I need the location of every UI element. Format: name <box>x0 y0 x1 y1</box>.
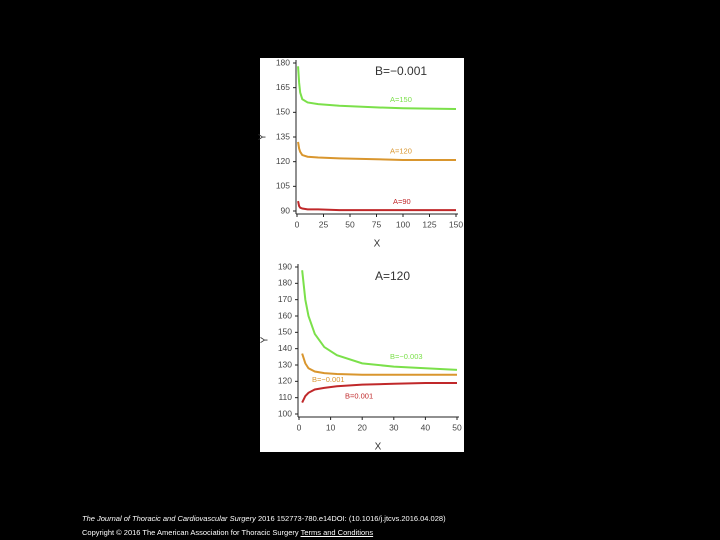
citation: 2016 152773-780.e14DOI: (10.1016/j.jtcvs… <box>257 514 446 523</box>
citation-line: The Journal of Thoracic and Cardiovascul… <box>82 514 446 523</box>
y-tick-label: 110 <box>278 392 292 402</box>
y-tick-label: 120 <box>278 376 292 386</box>
x-tick-label: 25 <box>319 219 329 229</box>
series-label: A=150 <box>390 95 412 104</box>
chart-title: B=−0.001 <box>375 64 427 78</box>
series-label: B=−0.001 <box>312 375 345 384</box>
y-tick-label: 160 <box>278 310 292 320</box>
series-label: B=0.001 <box>345 392 373 401</box>
y-tick-label: 105 <box>276 181 290 191</box>
x-tick-label: 50 <box>345 219 355 229</box>
chart-title: A=120 <box>375 269 410 283</box>
y-tick-label: 135 <box>276 131 290 141</box>
line-series <box>297 66 457 111</box>
line-series <box>297 200 456 212</box>
x-tick-label: 40 <box>421 422 431 432</box>
figure-panel <box>260 58 464 452</box>
y-tick-label: 170 <box>278 294 292 304</box>
y-tick-label: 150 <box>278 327 292 337</box>
line-series <box>301 270 458 371</box>
x-tick-label: 0 <box>297 422 302 432</box>
y-tick-label: 180 <box>276 57 290 67</box>
x-tick-label: 0 <box>295 219 300 229</box>
x-tick-label: 10 <box>326 422 336 432</box>
line-series <box>301 381 457 404</box>
x-tick-label: 125 <box>422 219 436 229</box>
x-tick-label: 20 <box>357 422 367 432</box>
terms-link[interactable]: Terms and Conditions <box>300 528 374 537</box>
journal: The Journal of Thoracic and Cardiovascul… <box>82 514 256 523</box>
y-tick-label: 130 <box>278 359 292 369</box>
y-tick-label: 190 <box>278 261 292 271</box>
x-tick-label: 100 <box>396 219 410 229</box>
x-axis-label: X <box>375 442 382 453</box>
y-tick-label: 140 <box>278 343 292 353</box>
y-tick-label: 165 <box>276 82 290 92</box>
x-tick-label: 75 <box>372 219 382 229</box>
x-tick-label: 30 <box>389 422 399 432</box>
x-tick-label: 50 <box>452 422 462 432</box>
y-axis-label: Y <box>260 336 271 343</box>
y-tick-label: 180 <box>278 278 292 288</box>
x-tick-label: 150 <box>449 219 463 229</box>
x-axis-label: X <box>374 239 381 250</box>
y-tick-label: 90 <box>281 205 291 215</box>
series-label: B=−0.003 <box>390 352 423 361</box>
series-label: A=90 <box>393 197 411 206</box>
y-axis-label: Y <box>258 133 269 140</box>
y-tick-label: 100 <box>278 408 292 418</box>
y-tick-label: 120 <box>276 156 290 166</box>
series-label: A=120 <box>390 147 412 156</box>
copyright-line: Copyright © 2016 The American Associatio… <box>82 528 373 537</box>
line-series <box>301 353 457 376</box>
y-tick-label: 150 <box>276 107 290 117</box>
line-series <box>297 141 456 162</box>
copyright: Copyright © 2016 The American Associatio… <box>82 528 299 537</box>
